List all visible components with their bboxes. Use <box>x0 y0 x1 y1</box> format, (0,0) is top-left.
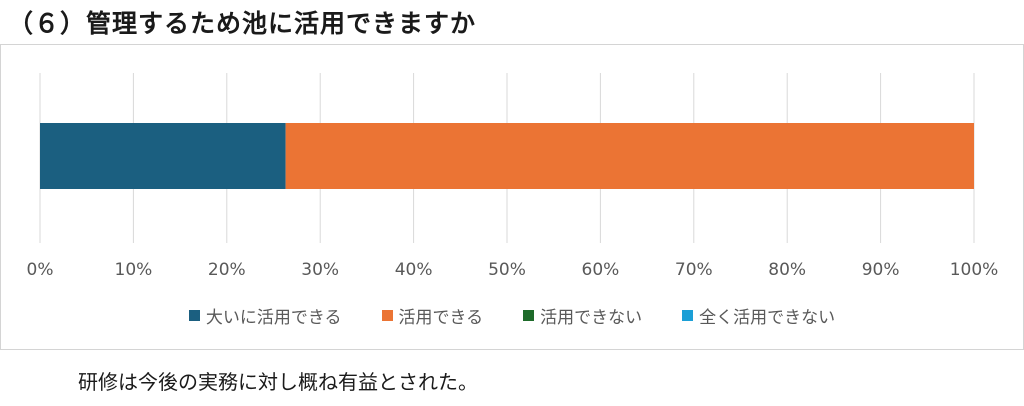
x-tick-label: 80% <box>768 260 806 280</box>
x-tick-label: 40% <box>395 260 433 280</box>
legend-label: 活用できる <box>398 308 484 328</box>
legend-swatch <box>523 310 535 321</box>
x-tick-label: 100% <box>950 260 999 280</box>
legend-item-1: 活用できる <box>381 303 484 328</box>
x-tick-label: 10% <box>115 260 153 280</box>
stacked-bar-chart: 0% 10% 20% 30% 40% 50% 60% 70% 80% 90% 100% <box>27 73 999 280</box>
chart-legend: 大いに活用できる 活用できる 活用できない 全く活用できない <box>1 303 1023 328</box>
bar-segment-1 <box>285 123 975 189</box>
legend-item-3: 全く活用できない <box>682 303 835 328</box>
bar-segment-0 <box>40 123 286 189</box>
x-tick-label: 90% <box>862 260 900 280</box>
legend-item-2: 活用できない <box>523 303 642 328</box>
x-tick-label: 50% <box>488 260 526 280</box>
x-tick-label: 30% <box>301 260 339 280</box>
legend-label: 全く活用できない <box>699 308 836 328</box>
x-tick-label: 60% <box>582 260 620 280</box>
x-tick-label: 0% <box>27 260 54 280</box>
legend-swatch <box>682 310 694 321</box>
legend-label: 活用できない <box>540 308 643 328</box>
legend-swatch <box>381 310 393 321</box>
legend-swatch <box>188 310 200 321</box>
summary-caption: 研修は今後の実務に対し概ね有益とされた。 <box>78 370 478 394</box>
legend-label: 大いに活用できる <box>205 308 342 328</box>
chart-area: 0% 10% 20% 30% 40% 50% 60% 70% 80% 90% 100% 大いに活用で… <box>0 44 1024 350</box>
x-tick-label: 70% <box>675 260 713 280</box>
page-title: （６）管理するため池に活用できますか <box>8 9 477 38</box>
legend-item-0: 大いに活用できる <box>188 303 342 328</box>
x-tick-label: 20% <box>208 260 246 280</box>
